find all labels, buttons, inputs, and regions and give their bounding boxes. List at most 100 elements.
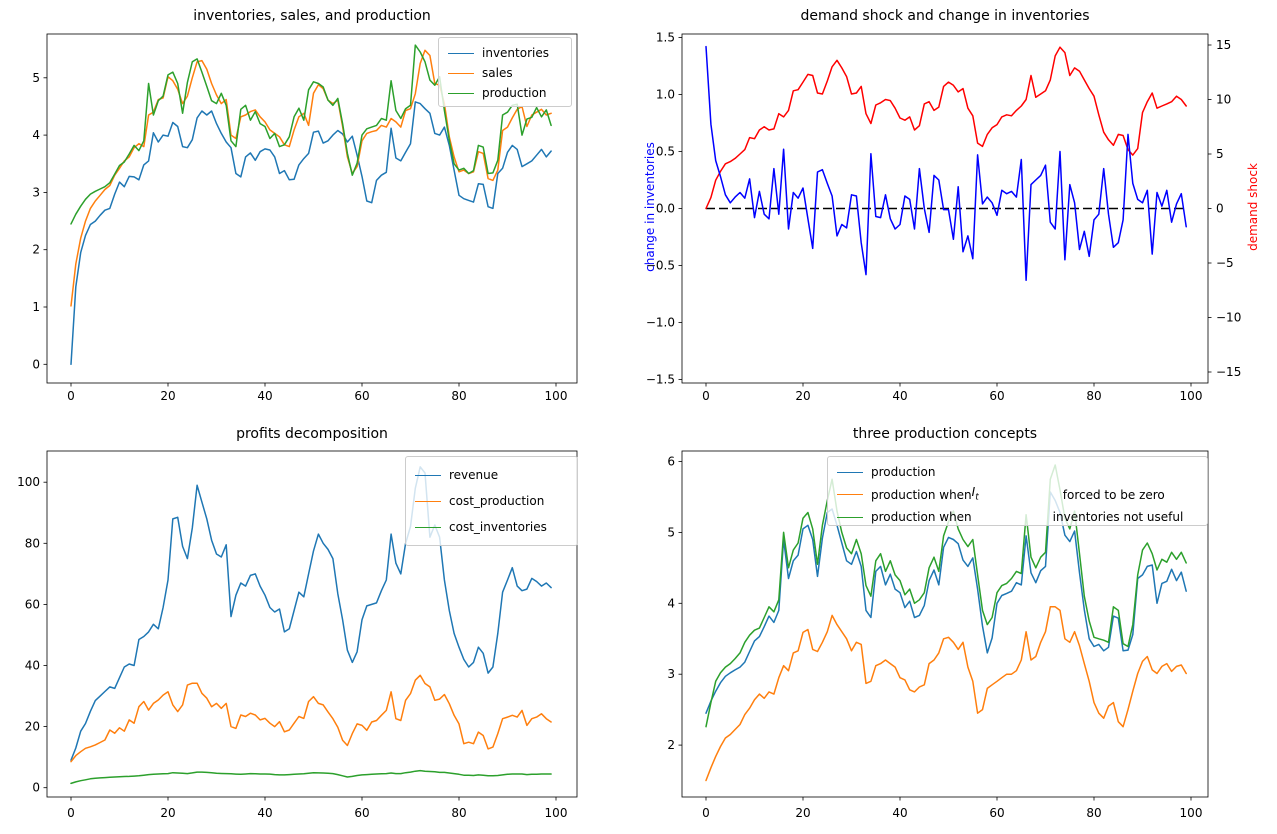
- panel-2: 0 20 40 60 80 100 0 20 40 60 80 100: [17, 450, 578, 820]
- legend-line-swatch: [415, 526, 441, 528]
- axes-spines: [681, 450, 1209, 798]
- legend-line-swatch: [448, 52, 474, 54]
- y-tick-label: 1.5: [656, 31, 675, 45]
- y-tick-label: 3: [32, 185, 40, 199]
- chart-title-three-production-concepts: three production concepts: [852, 426, 1038, 442]
- series-line-production-when-inventories-not-useful: [705, 464, 1187, 728]
- y-tick-label: −0.5: [646, 259, 675, 273]
- series-line-cost-inventories: [70, 769, 552, 785]
- legend-line-swatch: [837, 494, 863, 496]
- x-tick-label: 40: [257, 806, 272, 820]
- legend-item: cost_inventories: [415, 517, 568, 537]
- chart-title-inventories-sales-production: inventories, sales, and production: [193, 8, 431, 24]
- legend-label: inventories not useful: [1052, 510, 1184, 525]
- y-tick-label: 0: [32, 781, 40, 795]
- x-tick-label: 40: [257, 389, 272, 403]
- series-line-revenue: [70, 466, 552, 761]
- legend-item: cost_production: [415, 491, 568, 511]
- y-tick-label: 100: [17, 475, 40, 489]
- y-tick-label-right: −15: [1216, 365, 1241, 379]
- series-line-production-when-i-t-forced-to-be-zero: [705, 606, 1187, 782]
- x-tick-label: 60: [989, 806, 1004, 820]
- x-tick-label: 20: [160, 389, 175, 403]
- y-tick-label: 1.0: [656, 88, 675, 102]
- y-tick-label: 80: [25, 536, 40, 550]
- x-tick-label: 20: [795, 389, 810, 403]
- series-line-inventories: [70, 101, 552, 366]
- y-axis-label-change-in-inventories: change in inventories: [643, 142, 657, 272]
- series-line-production: [70, 44, 552, 225]
- x-tick-label: 0: [67, 806, 75, 820]
- series-line-production: [705, 491, 1187, 714]
- y-tick-label: 2: [32, 243, 40, 257]
- chart-title-profits-decomposition: profits decomposition: [236, 426, 388, 442]
- x-tick-label: 80: [451, 389, 466, 403]
- y-axis-label-demand-shock: demand shock: [1246, 163, 1260, 251]
- x-tick-label: 20: [795, 806, 810, 820]
- legend-label: forced to be zero: [1062, 487, 1165, 502]
- y-tick-label-right: 5: [1216, 147, 1224, 161]
- x-tick-label: 60: [989, 389, 1004, 403]
- legend-label: inventories: [482, 46, 549, 60]
- legend-label: production when: [871, 510, 972, 525]
- x-tick-label: 60: [354, 806, 369, 820]
- legend-label: revenue: [449, 468, 499, 482]
- y-tick-label-right: 15: [1216, 38, 1231, 52]
- y-tick-label: 5: [32, 71, 40, 85]
- legend-label: cost_production: [449, 494, 545, 508]
- y-tick-label: 4: [667, 596, 675, 610]
- x-tick-label: 80: [1086, 806, 1101, 820]
- legend-line-swatch: [837, 516, 863, 518]
- legend-line-swatch: [415, 474, 441, 476]
- y-tick-label: 60: [25, 597, 40, 611]
- legend-item: revenue: [415, 465, 568, 485]
- legend-item: production when inventories not useful: [837, 507, 1198, 527]
- x-tick-label: 100: [1180, 389, 1203, 403]
- series-line-change-in-inventories: [705, 45, 1187, 282]
- y-tick-label-right: −10: [1216, 311, 1241, 325]
- y-tick-label: 0.0: [656, 202, 675, 216]
- axes-spines: [46, 450, 578, 798]
- panel-0: 0 20 40 60 80 100 0 1 2 3 4 5: [32, 33, 578, 403]
- x-tick-label: 100: [545, 806, 568, 820]
- legend-spacer: [972, 517, 1053, 518]
- y-tick-label-right: 0: [1216, 202, 1224, 216]
- x-tick-label: 80: [451, 806, 466, 820]
- x-tick-label: 40: [892, 389, 907, 403]
- y-tick-label: −1.0: [646, 316, 675, 330]
- legend-label: cost_inventories: [449, 520, 547, 534]
- y-tick-label: 5: [667, 525, 675, 539]
- y-tick-label-right: −5: [1216, 256, 1234, 270]
- legend-item: production when It forced to be zero: [837, 482, 1198, 507]
- x-tick-label: 100: [1180, 806, 1203, 820]
- axes-spines: [46, 33, 578, 384]
- x-tick-label: 0: [702, 806, 710, 820]
- legend-inventories-sales-production: inventories sales production: [438, 37, 572, 107]
- x-tick-label: 20: [160, 806, 175, 820]
- panel-3: 0 20 40 60 80 100 2 3 4 5 6: [667, 450, 1209, 820]
- legend-spacer: [979, 494, 1063, 495]
- x-tick-label: 40: [892, 806, 907, 820]
- y-tick-label: 2: [667, 738, 675, 752]
- y-tick-label: 40: [25, 659, 40, 673]
- x-tick-label: 0: [67, 389, 75, 403]
- y-tick-label: 6: [667, 455, 675, 469]
- y-tick-label-right: 10: [1216, 93, 1231, 107]
- legend-three-production-concepts: production production when It forced to be…: [827, 456, 1208, 526]
- legend-profits-decomposition: revenue cost_production cost_inventories: [405, 456, 578, 546]
- x-tick-label: 60: [354, 389, 369, 403]
- y-tick-label: 3: [667, 667, 675, 681]
- x-tick-label: 80: [1086, 389, 1101, 403]
- panel-1: 0 20 40 60 80 100−1.5−1.0−0.50.00.51.01.5−15−…: [646, 31, 1241, 404]
- y-tick-label: 0.5: [656, 145, 675, 159]
- chart-title-demand-shock: demand shock and change in inventories: [800, 8, 1090, 24]
- legend-math-label: It: [971, 485, 979, 503]
- y-tick-label: 1: [32, 300, 40, 314]
- legend-line-swatch: [448, 92, 474, 94]
- legend-item: production: [837, 462, 1198, 482]
- legend-item: sales: [448, 63, 562, 83]
- legend-line-swatch: [837, 471, 863, 473]
- legend-label: production: [871, 465, 936, 479]
